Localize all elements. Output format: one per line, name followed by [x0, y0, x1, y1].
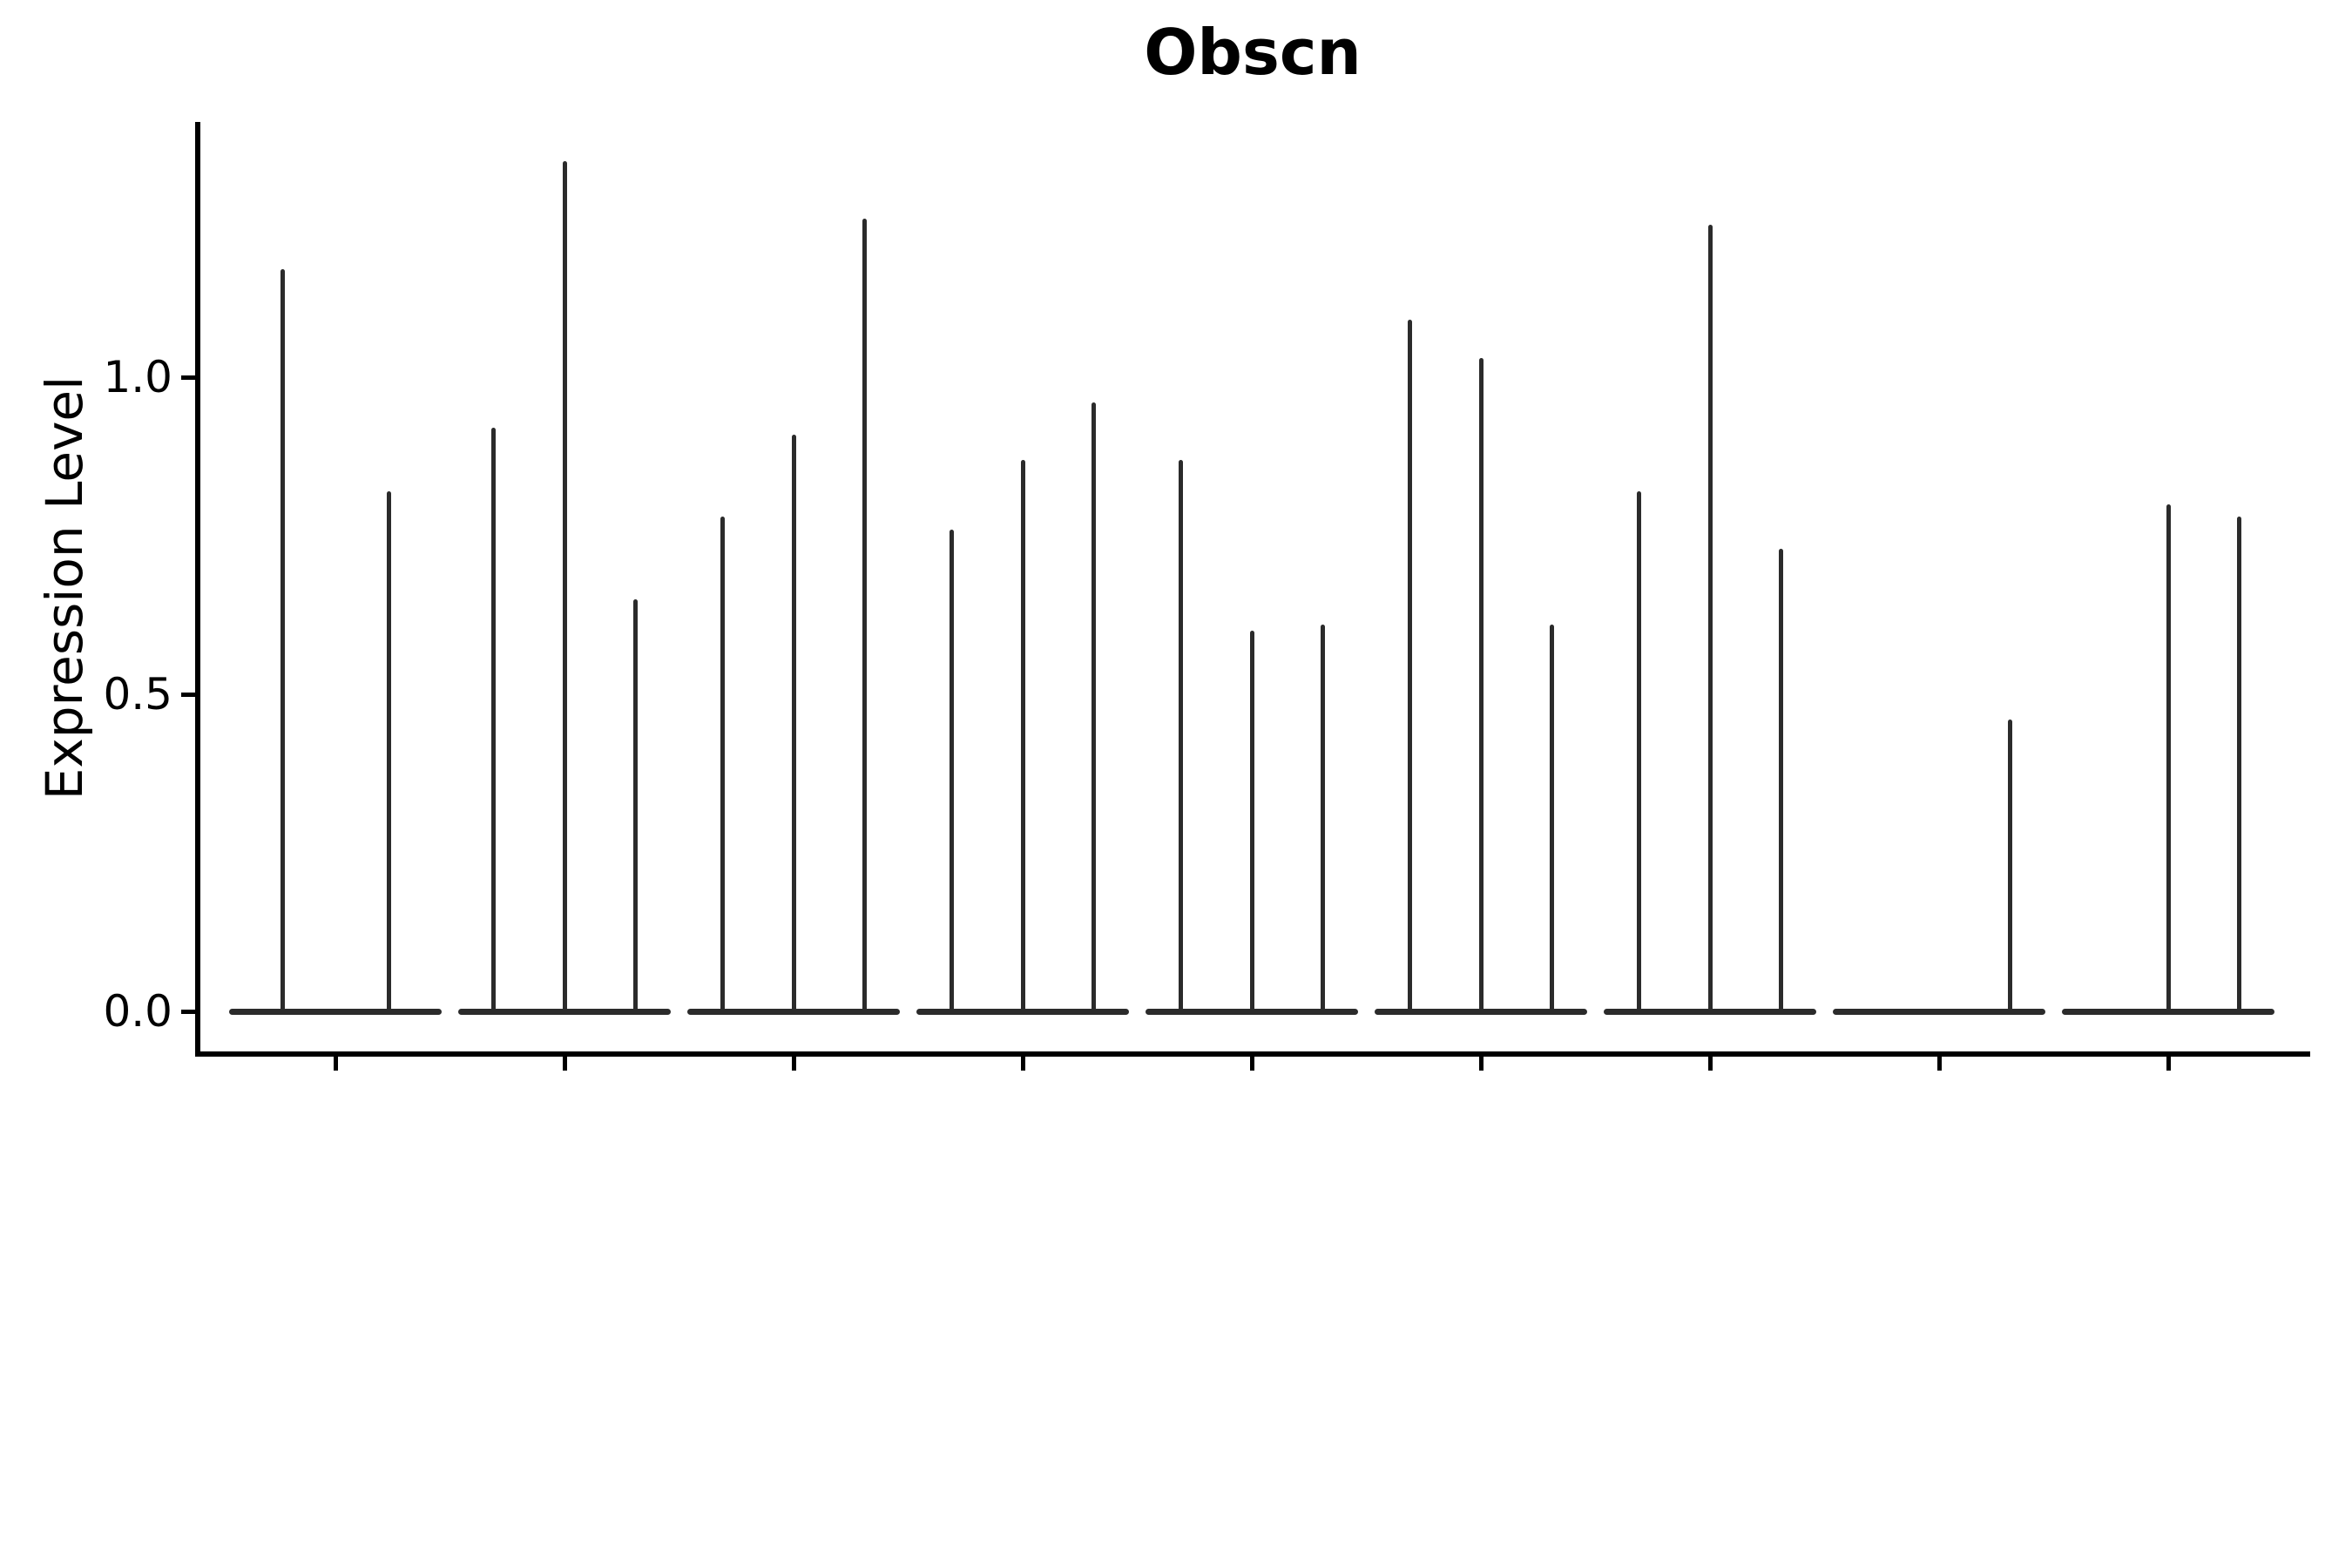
- chart-title: Obscn: [1144, 16, 1362, 89]
- violin-spike: [862, 219, 867, 1011]
- y-axis-label: Expression Level: [35, 375, 94, 801]
- violin-spike: [1249, 631, 1254, 1011]
- violin-spike: [1707, 225, 1713, 1011]
- violin-spike: [562, 161, 567, 1011]
- x-axis-spine: [195, 1051, 2310, 1057]
- violin-baseline: [458, 1009, 671, 1015]
- violin-spike: [1179, 460, 1184, 1011]
- y-tick: [181, 1010, 195, 1014]
- violin-spike: [632, 599, 638, 1011]
- violin-spike: [1091, 402, 1096, 1011]
- violin-baseline: [229, 1009, 442, 1015]
- x-tick: [334, 1057, 338, 1071]
- violin-spike: [1549, 625, 1554, 1011]
- violin-baseline: [1604, 1009, 1816, 1015]
- violin-spike: [280, 269, 285, 1011]
- x-tick: [792, 1057, 796, 1071]
- violin-spike: [950, 530, 955, 1011]
- violin-spike: [1637, 491, 1642, 1011]
- violin-baseline: [1833, 1009, 2045, 1015]
- x-tick: [2166, 1057, 2171, 1071]
- y-tick: [181, 375, 195, 380]
- violin-spike: [720, 517, 726, 1011]
- x-tick: [563, 1057, 567, 1071]
- violin-baseline: [687, 1009, 900, 1015]
- violin-spike: [1020, 460, 1025, 1011]
- x-tick: [1250, 1057, 1254, 1071]
- y-tick: [181, 693, 195, 697]
- violin-baseline: [916, 1009, 1129, 1015]
- y-tick-label: 0.5: [103, 669, 172, 720]
- x-tick: [1937, 1057, 1942, 1071]
- violin-spike: [1478, 358, 1484, 1011]
- y-tick-label: 1.0: [103, 352, 172, 402]
- violin-spike: [2236, 517, 2241, 1011]
- x-tick: [1021, 1057, 1025, 1071]
- violin-baseline: [2062, 1009, 2274, 1015]
- violin-spike: [1320, 625, 1325, 1011]
- violin-spike: [2007, 720, 2012, 1011]
- violin-spike: [386, 491, 391, 1011]
- violin-baseline: [1146, 1009, 1358, 1015]
- y-tick-label: 0.0: [103, 986, 172, 1037]
- y-axis-spine: [195, 122, 200, 1057]
- violin-spike: [1778, 549, 1783, 1011]
- violin-spike: [1408, 320, 1413, 1011]
- violin-spike: [2166, 504, 2171, 1011]
- violin-spike: [491, 428, 497, 1011]
- violin-baseline: [1375, 1009, 1587, 1015]
- violin-spike: [791, 435, 796, 1011]
- x-tick: [1708, 1057, 1713, 1071]
- x-tick: [1479, 1057, 1484, 1071]
